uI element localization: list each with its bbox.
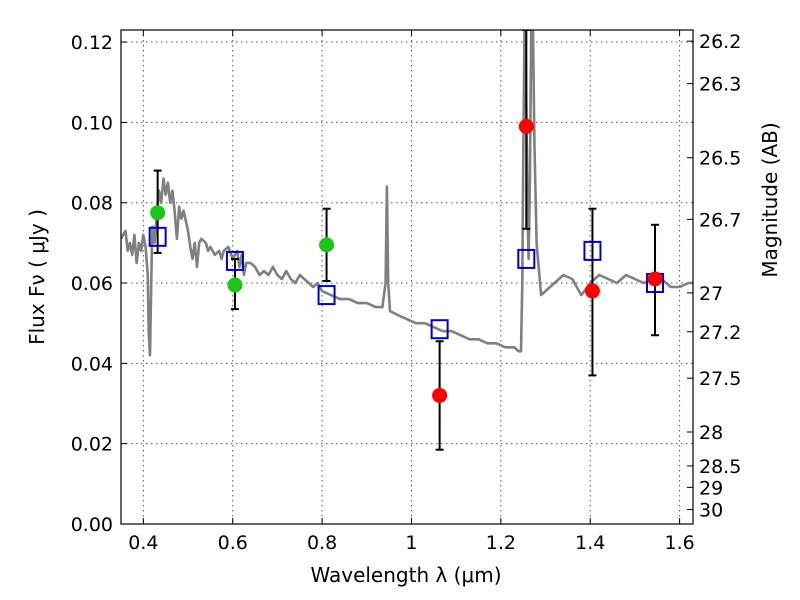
mag-tick-label: 26.5 [699,148,741,170]
axis-ticks: 0.4 0.6 0.8 1 1.2 1.4 1.6 0.00 0.02 0.04 0.06 0.08 0… [71,30,741,554]
y-tick-label: 0.08 [71,193,113,215]
right-axis-title: Magnitude (AB) [758,122,782,277]
plot-background [121,30,693,524]
x-tick-label: 1.6 [664,532,694,554]
x-axis-title: Wavelength λ (μm) [310,563,501,587]
model-square-marker [583,240,602,261]
model-square-marker [430,319,449,340]
model-square-marker [148,226,167,247]
x-tick-label: 1.4 [575,532,605,554]
y-tick-label: 0.06 [71,273,113,295]
mag-tick-label: 27 [699,283,723,305]
mag-tick-label: 28.5 [699,456,741,478]
x-tick-label: 1 [405,532,417,554]
red-data-point [432,387,448,403]
mag-tick-label: 26.3 [699,74,741,96]
model-square-marker [317,285,336,306]
mag-tick-label: 29 [699,477,723,499]
green-data-point [150,205,166,221]
model-square-marker [517,248,536,269]
green-data-point [319,237,335,253]
mag-tick-label: 27.5 [699,368,741,390]
y-tick-label: 0.02 [71,434,113,456]
x-tick-label: 0.8 [307,532,337,554]
mag-tick-label: 28 [699,422,723,444]
x-tick-label: 0.6 [218,532,248,554]
mag-tick-label: 27.2 [699,322,741,344]
y-tick-label: 0.00 [71,514,113,536]
grid-lines [121,30,693,525]
red-data-point [584,283,600,299]
red-data-point [647,271,663,287]
spectrum-line [121,30,693,357]
x-tick-label: 1.2 [486,532,516,554]
model-square-marker [225,250,244,271]
mag-tick-label: 26.7 [699,209,741,231]
y-tick-label: 0.10 [71,112,113,134]
mag-tick-label: 30 [699,499,723,521]
data-layer [121,30,693,451]
y-axis-title: Flux Fν ( μJy ) [25,209,49,345]
plot-frame [120,29,694,525]
y-tick-label: 0.12 [71,32,113,54]
x-tick-label: 0.4 [128,532,158,554]
red-data-point [518,118,534,134]
mag-tick-label: 26.2 [699,31,741,53]
green-data-point [227,277,243,293]
y-tick-label: 0.04 [71,353,113,375]
